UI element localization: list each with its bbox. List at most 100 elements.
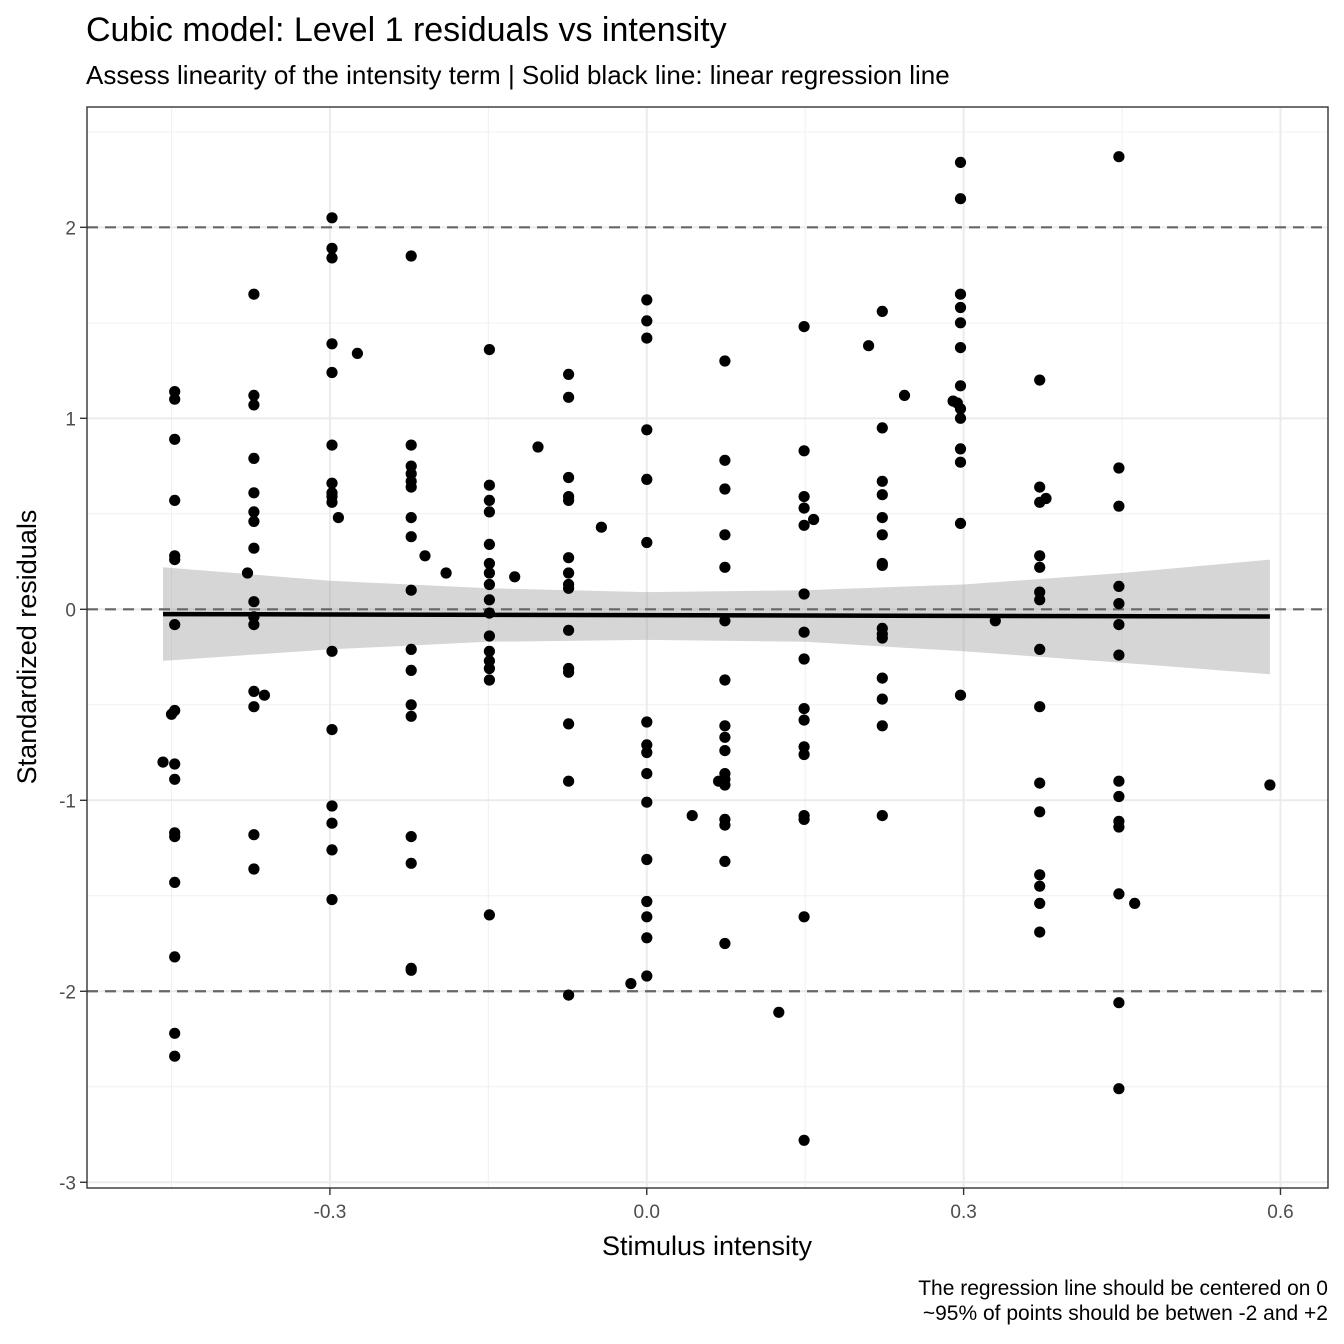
data-point	[719, 819, 731, 831]
data-point	[876, 305, 888, 317]
data-point	[169, 393, 181, 405]
data-point	[405, 439, 417, 451]
data-point	[954, 380, 967, 392]
chart-subtitle: Assess linearity of the intensity term |…	[86, 60, 950, 90]
data-point	[326, 338, 338, 350]
data-point	[641, 424, 653, 436]
data-point	[798, 1134, 810, 1146]
data-point	[326, 817, 338, 829]
data-point	[169, 1050, 181, 1062]
data-point	[798, 911, 810, 923]
data-point	[157, 756, 169, 768]
data-point	[248, 829, 260, 841]
data-point	[1113, 619, 1125, 631]
data-point	[248, 685, 260, 698]
data-point	[641, 853, 653, 866]
data-point	[954, 301, 967, 314]
y-tick-label: -1	[59, 791, 76, 812]
plot-panel	[87, 107, 1328, 1188]
data-point	[563, 391, 575, 403]
data-point	[248, 399, 260, 411]
reference-lines	[87, 226, 1328, 993]
data-point	[798, 519, 810, 531]
data-point	[563, 567, 575, 579]
data-point	[954, 517, 967, 530]
data-point	[713, 775, 725, 787]
data-point	[798, 714, 810, 726]
data-point	[954, 443, 967, 455]
data-point	[563, 582, 575, 594]
data-point	[641, 895, 653, 908]
data-point	[1034, 481, 1046, 493]
data-point	[1034, 880, 1046, 892]
data-point	[326, 645, 338, 657]
x-tick-label: 0.3	[950, 1202, 976, 1223]
data-point	[808, 513, 820, 526]
data-point	[169, 619, 181, 631]
y-tick-label: 1	[65, 409, 76, 430]
data-point	[248, 515, 260, 528]
data-point	[1113, 888, 1125, 900]
data-point	[483, 479, 495, 491]
data-point	[1034, 561, 1046, 573]
y-tick-label: 2	[65, 218, 76, 239]
data-point	[1113, 997, 1125, 1009]
data-point	[326, 800, 338, 812]
data-point	[169, 554, 181, 566]
data-point	[1113, 151, 1125, 163]
data-point	[483, 909, 495, 921]
data-point	[641, 536, 653, 549]
data-point	[248, 542, 260, 554]
data-point	[1034, 777, 1046, 789]
y-tick-label: -3	[59, 1173, 76, 1194]
data-point	[954, 456, 967, 468]
data-point	[563, 552, 575, 564]
data-point	[419, 550, 431, 562]
data-point	[248, 487, 260, 499]
data-point	[1034, 586, 1046, 598]
data-point	[719, 674, 731, 686]
x-axis-title: Stimulus intensity	[602, 1231, 813, 1261]
data-point	[532, 441, 544, 453]
x-tick-label: 0.6	[1267, 1202, 1293, 1223]
data-point	[241, 567, 254, 579]
data-point	[876, 475, 888, 487]
data-point	[876, 672, 888, 684]
data-point	[876, 559, 888, 572]
data-point	[248, 596, 260, 608]
data-point	[954, 288, 967, 300]
data-point	[1034, 897, 1046, 910]
data-point	[641, 932, 653, 944]
data-point	[719, 855, 731, 868]
data-point	[876, 632, 888, 644]
data-point	[876, 720, 888, 732]
x-tick-label: 0.0	[634, 1202, 660, 1223]
data-point	[169, 758, 181, 770]
data-point	[719, 937, 731, 950]
data-point	[798, 491, 810, 503]
y-tick-label: -2	[59, 982, 76, 1003]
data-points	[157, 151, 1276, 1146]
data-point	[563, 666, 575, 678]
data-point	[1034, 926, 1046, 938]
data-point	[954, 403, 967, 415]
y-tick-label: 0	[65, 600, 76, 621]
data-point	[954, 317, 967, 329]
data-point	[876, 511, 888, 524]
data-point	[483, 594, 495, 606]
data-point	[405, 584, 417, 596]
data-point	[248, 288, 260, 300]
data-point	[1113, 790, 1125, 803]
data-point	[248, 389, 260, 401]
data-point	[798, 626, 810, 638]
data-point	[326, 844, 338, 856]
data-point	[563, 775, 575, 787]
data-point	[483, 630, 495, 642]
data-point	[483, 645, 495, 657]
data-point	[248, 619, 260, 631]
data-point	[248, 506, 260, 518]
data-point	[405, 481, 417, 493]
caption-line-2: ~95% of points should be betwen -2 and +…	[923, 1302, 1328, 1325]
data-point	[798, 588, 810, 600]
data-point	[1040, 492, 1052, 505]
